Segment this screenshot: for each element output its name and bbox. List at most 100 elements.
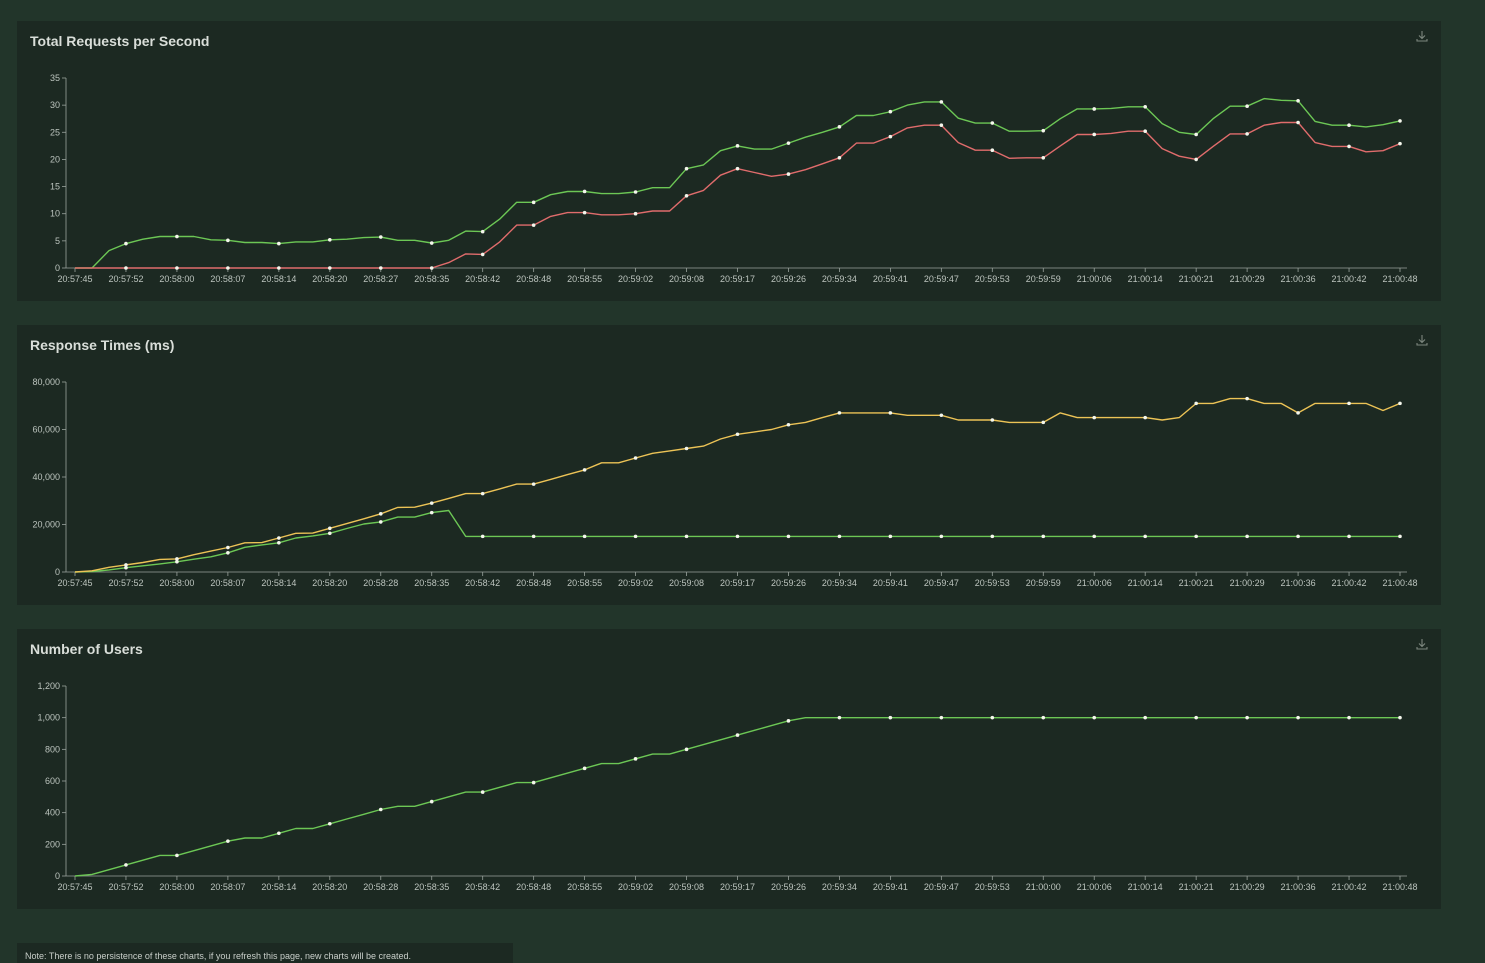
response-times-chart-panel: Response Times (ms) 0 20,000 40,000 60,000 8… [17, 325, 1441, 605]
series-line [74, 716, 1400, 877]
x-tick-label: 20:58:14 [261, 578, 296, 588]
data-point [175, 557, 179, 561]
data-point [582, 468, 587, 472]
data-point [1143, 129, 1147, 133]
data-point [124, 863, 128, 867]
x-tick-label: 21:00:29 [1230, 882, 1265, 892]
x-tick-label: 21:00:36 [1281, 578, 1316, 588]
x-tick-label: 20:59:26 [771, 274, 806, 284]
data-point [633, 757, 638, 761]
data-point [1296, 534, 1300, 539]
data-point [786, 534, 791, 539]
x-tick-label: 20:58:48 [516, 578, 551, 588]
data-point [735, 733, 740, 737]
download-icon[interactable] [1415, 29, 1429, 43]
x-tick-label: 20:58:42 [465, 882, 500, 892]
x-tick-label: 20:59:02 [618, 882, 653, 892]
data-point [1092, 715, 1097, 720]
data-point [939, 715, 944, 720]
data-point [429, 799, 434, 804]
rps-chart: 0 5 10 15 20 25 30 35 20:57:45 20:57:52 20:58:00 20… [50, 73, 1418, 284]
data-point [684, 747, 689, 752]
data-point [888, 109, 893, 114]
y-tick-label: 20,000 [32, 520, 60, 530]
x-tick-label: 20:59:34 [822, 578, 857, 588]
x-tick-label: 21:00:42 [1332, 274, 1367, 284]
x-tick-label: 20:58:00 [159, 274, 194, 284]
data-point [735, 166, 740, 171]
x-tick-label: 21:00:21 [1179, 578, 1214, 588]
download-icon[interactable] [1415, 333, 1429, 347]
x-tick-label: 20:59:34 [822, 882, 857, 892]
x-tick-label: 20:58:00 [159, 578, 194, 588]
y-tick-label: 60,000 [32, 425, 60, 435]
x-tick-label: 20:58:35 [414, 882, 449, 892]
y-tick-label: 40,000 [32, 472, 60, 482]
data-point [888, 715, 893, 720]
data-point [1398, 534, 1402, 539]
x-tick-label: 21:00:48 [1382, 274, 1417, 284]
series-line [74, 509, 1400, 573]
data-point [1194, 401, 1198, 406]
data-point [226, 550, 230, 555]
data-point [633, 211, 638, 216]
data-point [1347, 715, 1351, 720]
data-point [175, 234, 179, 239]
data-point [735, 144, 740, 148]
x-tick-label: 20:59:41 [873, 578, 908, 588]
data-point [582, 534, 587, 539]
x-tick-label: 21:00:42 [1332, 882, 1367, 892]
data-point [1347, 534, 1351, 539]
x-tick-label: 21:00:14 [1128, 578, 1163, 588]
data-point [837, 411, 842, 415]
data-point [939, 534, 944, 539]
data-point [1194, 715, 1198, 720]
x-tick-label: 20:58:20 [312, 274, 347, 284]
x-tick-label: 20:59:17 [720, 274, 755, 284]
x-tick-label: 20:59:26 [771, 882, 806, 892]
x-tick-label: 20:59:59 [1026, 274, 1061, 284]
series-line [74, 397, 1401, 573]
x-tick-label: 20:57:45 [57, 578, 92, 588]
data-point [429, 510, 434, 515]
data-point [531, 780, 536, 785]
chart-title: Number of Users [30, 641, 143, 657]
data-point [175, 559, 179, 564]
x-tick-label: 20:59:47 [924, 578, 959, 588]
data-point [480, 229, 485, 234]
x-tick-label: 20:59:26 [771, 578, 806, 588]
x-tick-label: 20:59:34 [822, 274, 857, 284]
data-point [837, 715, 842, 720]
y-tick-label: 15 [50, 182, 60, 192]
x-tick-label: 20:59:02 [618, 274, 653, 284]
download-icon[interactable] [1415, 637, 1429, 651]
x-tick-label: 20:59:41 [873, 882, 908, 892]
data-point [1143, 415, 1147, 420]
data-point [939, 123, 944, 128]
data-point [328, 266, 332, 270]
x-tick-label: 20:58:42 [465, 274, 500, 284]
data-point [1398, 715, 1402, 720]
chart-title: Response Times (ms) [30, 337, 175, 353]
data-point [1194, 157, 1198, 162]
x-tick-label: 20:59:47 [924, 882, 959, 892]
x-tick-label: 20:57:52 [108, 274, 143, 284]
data-point [124, 565, 128, 570]
data-point [328, 821, 332, 826]
data-point [480, 252, 485, 257]
x-tick-label: 21:00:06 [1077, 274, 1112, 284]
data-point [429, 266, 434, 270]
data-point [480, 790, 485, 794]
data-point [1041, 156, 1046, 160]
data-point [633, 456, 638, 460]
y-tick-label: 1,200 [37, 681, 60, 691]
x-tick-label: 20:58:07 [210, 274, 245, 284]
data-point [328, 237, 332, 242]
data-point [277, 241, 281, 246]
x-tick-label: 21:00:29 [1230, 274, 1265, 284]
x-tick-label: 21:00:42 [1332, 578, 1367, 588]
data-point [582, 189, 587, 194]
data-point [1245, 715, 1249, 720]
data-point [1245, 396, 1249, 401]
data-point [1143, 104, 1147, 109]
